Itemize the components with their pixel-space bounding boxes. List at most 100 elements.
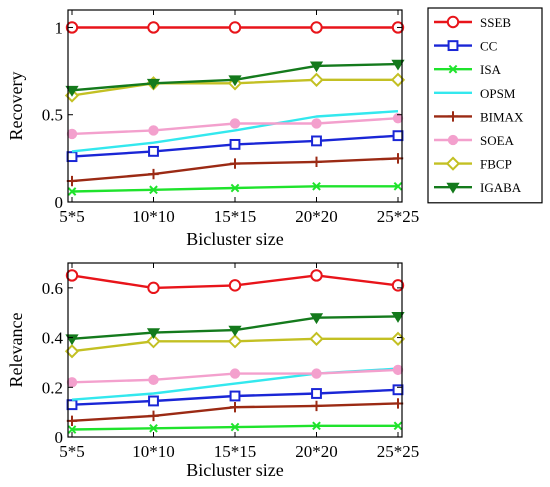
- y-tick-label: 0.2: [42, 378, 63, 397]
- point-cc-1: [66, 151, 78, 163]
- legend-marker-isa: [448, 64, 458, 74]
- legend: SSEB CC ISA OPSM BIMAX SOEA FBCP IGABA: [427, 7, 543, 204]
- recovery-chart: 0 0.5 1 5*5 10*10 15*15 20*20 25*25 Bicluster si…: [6, 9, 420, 249]
- point-isa-1: [67, 425, 77, 434]
- point-isa-1: [67, 187, 77, 196]
- point-soea-3: [229, 368, 241, 379]
- point-cc-3: [229, 390, 241, 402]
- point-fbcp-3: [227, 334, 243, 349]
- point-cc-3: [229, 138, 241, 150]
- point-soea-5: [392, 113, 404, 124]
- legend-box: [427, 7, 543, 204]
- series-isa: [67, 421, 403, 434]
- point-cc-4: [311, 388, 322, 399]
- plot-frame: [67, 9, 403, 203]
- point-soea-1: [66, 377, 78, 388]
- point-sseb-2: [147, 21, 160, 34]
- series-soea: [66, 364, 404, 388]
- point-isa-3: [230, 422, 240, 432]
- y-tick-label: 0.4: [42, 329, 64, 348]
- x-tick-label: 10*10: [132, 207, 175, 226]
- legend-marker-bimax: [447, 111, 459, 122]
- point-igaba-2: [146, 328, 161, 340]
- point-fbcp-2: [146, 334, 161, 349]
- point-isa-5: [393, 181, 403, 191]
- point-igaba-3: [228, 325, 242, 337]
- point-igaba-4: [309, 313, 324, 325]
- point-soea-2: [148, 125, 159, 136]
- point-cc-5: [392, 384, 404, 396]
- series-sseb: [65, 269, 405, 295]
- legend-marker-cc: [447, 40, 459, 52]
- legend-entry-opsm: OPSM: [434, 86, 516, 101]
- point-bimax-2: [148, 168, 159, 180]
- y-tick-label: 0.6: [42, 279, 63, 298]
- point-soea-3: [229, 118, 241, 129]
- legend-entry-isa: ISA: [434, 62, 502, 77]
- point-cc-2: [148, 145, 159, 157]
- legend-entry-soea: SOEA: [434, 133, 515, 148]
- point-igaba-4: [309, 61, 324, 73]
- legend-label: CC: [480, 39, 497, 54]
- point-bimax-4: [311, 156, 322, 168]
- y-tick-label: 1: [55, 18, 64, 37]
- relevance-chart: 0 0.2 0.4 0.6 5*5 10*10 15*15 20*20 25*25 Biclust…: [6, 262, 419, 480]
- y-tick-label: 0: [55, 428, 64, 447]
- point-sseb-3: [228, 21, 242, 34]
- x-axis-label: Bicluster size: [186, 229, 283, 249]
- point-isa-4: [312, 421, 321, 431]
- x-tick-label: 20*20: [295, 207, 338, 226]
- point-igaba-5: [391, 59, 405, 71]
- point-cc-5: [392, 130, 404, 142]
- legend-entry-fbcp: FBCP: [434, 156, 512, 172]
- point-cc-1: [66, 399, 78, 411]
- point-sseb-4: [310, 269, 323, 282]
- x-tick-label: 5*5: [59, 207, 85, 226]
- series-soea: [66, 113, 404, 140]
- legend-label: FBCP: [480, 157, 512, 172]
- series-cc: [66, 130, 404, 163]
- legend-label: SOEA: [480, 133, 515, 148]
- legend-label: SSEB: [480, 15, 511, 30]
- point-igaba-5: [391, 312, 405, 323]
- series-igaba: [65, 312, 405, 346]
- legend-marker-sseb: [446, 15, 460, 29]
- series-isa: [67, 181, 403, 196]
- legend-entry-sseb: SSEB: [434, 15, 511, 30]
- point-sseb-1: [65, 269, 79, 282]
- y-tick-label: 0.5: [42, 106, 63, 125]
- point-sseb-2: [147, 281, 160, 295]
- legend-marker-soea: [447, 134, 459, 146]
- point-cc-4: [311, 135, 322, 147]
- y-axis-label: Relevance: [6, 313, 26, 388]
- point-soea-5: [392, 364, 404, 376]
- point-isa-3: [230, 183, 240, 193]
- point-isa-2: [149, 423, 158, 433]
- x-axis-label: Bicluster size: [186, 460, 283, 480]
- point-sseb-4: [310, 21, 323, 34]
- legend-label: IGABA: [480, 180, 522, 195]
- legend-label: OPSM: [480, 86, 516, 101]
- series-sseb: [65, 21, 405, 34]
- point-igaba-3: [228, 75, 242, 87]
- x-tick-label: 20*20: [295, 442, 338, 461]
- x-tick-label: 25*25: [377, 207, 420, 226]
- legend-entry-cc: CC: [434, 39, 497, 54]
- series-igaba: [65, 59, 405, 97]
- point-isa-4: [312, 181, 321, 191]
- point-bimax-3: [229, 401, 241, 413]
- legend-label: BIMAX: [480, 109, 524, 124]
- legend-marker-fbcp: [445, 156, 461, 171]
- y-tick-label: 0: [55, 193, 64, 212]
- y-axis-label: Recovery: [6, 72, 26, 141]
- point-isa-5: [393, 421, 403, 431]
- point-soea-2: [148, 374, 159, 386]
- x-tick-label: 5*5: [59, 442, 85, 461]
- series-fbcp: [64, 331, 406, 359]
- legend-marker-igaba: [446, 182, 460, 194]
- x-tick-label: 10*10: [132, 442, 175, 461]
- point-soea-4: [311, 368, 322, 379]
- point-fbcp-4: [309, 72, 324, 87]
- point-soea-4: [311, 118, 322, 129]
